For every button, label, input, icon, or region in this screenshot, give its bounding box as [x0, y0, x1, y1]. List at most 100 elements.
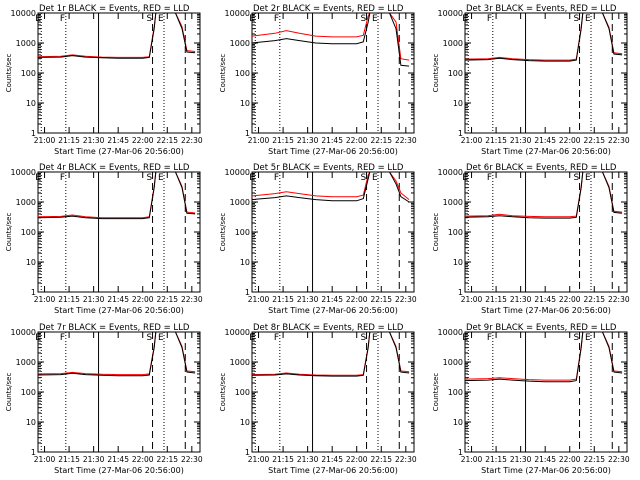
y-tick-label: 10000: [11, 168, 36, 177]
x-tick-label: 22:15: [583, 295, 605, 304]
x-tick-label: 21:30: [510, 295, 532, 304]
y-tick-label: 100: [21, 388, 36, 397]
panel-title: Det 6r BLACK = Events, RED = LLD: [466, 163, 617, 173]
event-marker-label: E: [249, 333, 255, 343]
plot-frame: [464, 171, 628, 293]
plot-frame: [251, 331, 415, 453]
event-marker-label: S: [574, 173, 580, 183]
panel-title: Det 7r BLACK = Events, RED = LLD: [39, 323, 190, 333]
x-tick-label: 22:30: [608, 455, 630, 464]
detector-panel: 1 10 100 1000 10000 21:00 21:15 21:30 21:45 22:00…: [219, 163, 417, 315]
x-tick-label: 21:45: [107, 455, 129, 464]
y-tick-label: 1000: [16, 358, 36, 367]
plot-frame: [251, 171, 415, 293]
event-marker-label: S: [574, 333, 580, 343]
x-tick-label: 22:30: [181, 295, 203, 304]
event-marker-label: S: [361, 333, 367, 343]
detector-panel: 1 10 100 1000 10000 21:00 21:15 21:30 21:45 22:00…: [5, 163, 203, 315]
event-marker-label: S: [147, 14, 153, 24]
y-tick-label: 1: [458, 129, 463, 138]
y-axis-label: Counts/sec: [432, 373, 440, 412]
y-tick-label: 1000: [230, 358, 250, 367]
y-tick-label: 1: [245, 448, 250, 457]
plot-frame: [37, 331, 201, 453]
x-axis-label: Start Time (27-Mar-06 20:56:00): [268, 466, 398, 475]
plot-frame: [37, 171, 201, 293]
series-line: [252, 13, 410, 61]
y-tick-label: 100: [235, 388, 250, 397]
event-marker-label: E: [462, 173, 468, 183]
x-tick-label: 21:15: [485, 295, 507, 304]
panel-title: Det 4r BLACK = Events, RED = LLD: [39, 163, 190, 173]
series-line: [465, 13, 623, 62]
x-tick-label: 21:45: [107, 295, 129, 304]
y-tick-label: 100: [448, 69, 463, 78]
event-marker-label: E: [585, 173, 591, 183]
x-tick-label: 22:15: [156, 136, 178, 145]
event-marker-label: S: [574, 14, 580, 24]
x-tick-label: 21:00: [461, 455, 483, 464]
y-tick-label: 1000: [443, 358, 463, 367]
x-tick-label: 22:15: [583, 455, 605, 464]
panel-title: Det 5r BLACK = Events, RED = LLD: [253, 163, 404, 173]
x-axis-label: Start Time (27-Mar-06 20:56:00): [54, 306, 184, 315]
x-tick-label: 22:30: [395, 136, 417, 145]
y-tick-label: 1000: [16, 198, 36, 207]
event-marker-label: S: [361, 173, 367, 183]
y-tick-label: 10000: [225, 9, 250, 18]
y-tick-label: 10000: [438, 168, 463, 177]
event-marker-label: E: [372, 14, 378, 24]
y-tick-label: 10: [453, 258, 463, 267]
x-tick-label: 21:30: [297, 136, 319, 145]
x-tick-label: 21:00: [34, 136, 56, 145]
series-line: [252, 172, 410, 200]
x-tick-label: 21:45: [107, 136, 129, 145]
x-tick-label: 21:30: [83, 455, 105, 464]
x-tick-label: 21:30: [297, 455, 319, 464]
event-marker-label: F: [60, 333, 65, 343]
detector-panel: 1 10 100 1000 10000 21:00 21:15 21:30 21:45 22:00…: [219, 323, 417, 475]
event-marker-label: E: [249, 14, 255, 24]
x-tick-label: 22:00: [132, 136, 154, 145]
x-tick-label: 22:00: [346, 136, 368, 145]
y-tick-label: 100: [21, 69, 36, 78]
x-tick-label: 21:15: [58, 136, 80, 145]
event-marker-label: E: [158, 333, 164, 343]
event-marker-label: F: [487, 333, 492, 343]
x-tick-label: 22:15: [370, 295, 392, 304]
y-axis-label: Counts/sec: [5, 54, 13, 93]
y-axis-label: Counts/sec: [432, 54, 440, 93]
x-tick-label: 21:00: [34, 295, 56, 304]
x-tick-label: 21:45: [534, 136, 556, 145]
x-tick-label: 22:15: [156, 295, 178, 304]
x-tick-label: 21:45: [534, 295, 556, 304]
panel-title: Det 9r BLACK = Events, RED = LLD: [466, 323, 617, 333]
x-tick-label: 21:45: [321, 455, 343, 464]
y-tick-label: 10: [26, 99, 36, 108]
x-axis-label: Start Time (27-Mar-06 20:56:00): [481, 466, 611, 475]
y-tick-label: 1000: [16, 39, 36, 48]
y-tick-label: 10: [240, 258, 250, 267]
x-tick-label: 21:15: [272, 136, 294, 145]
x-tick-label: 22:15: [370, 136, 392, 145]
x-tick-label: 21:00: [248, 136, 270, 145]
y-tick-label: 100: [21, 228, 36, 237]
x-axis-label: Start Time (27-Mar-06 20:56:00): [481, 306, 611, 315]
y-tick-label: 1: [245, 288, 250, 297]
y-tick-label: 10: [240, 99, 250, 108]
y-tick-label: 10000: [225, 328, 250, 337]
detector-panel: 1 10 100 1000 10000 21:00 21:15 21:30 21:45 22:00…: [432, 163, 630, 315]
event-marker-label: E: [372, 333, 378, 343]
y-tick-label: 1000: [230, 198, 250, 207]
event-marker-label: F: [60, 173, 65, 183]
event-marker-label: E: [585, 333, 591, 343]
y-tick-label: 1: [458, 448, 463, 457]
x-tick-label: 21:45: [321, 136, 343, 145]
x-axis-label: Start Time (27-Mar-06 20:56:00): [54, 466, 184, 475]
y-tick-label: 10000: [11, 9, 36, 18]
y-axis-label: Counts/sec: [5, 213, 13, 252]
series-line: [465, 172, 623, 219]
x-tick-label: 22:30: [181, 136, 203, 145]
series-line: [252, 13, 410, 67]
plot-frame: [464, 12, 628, 134]
